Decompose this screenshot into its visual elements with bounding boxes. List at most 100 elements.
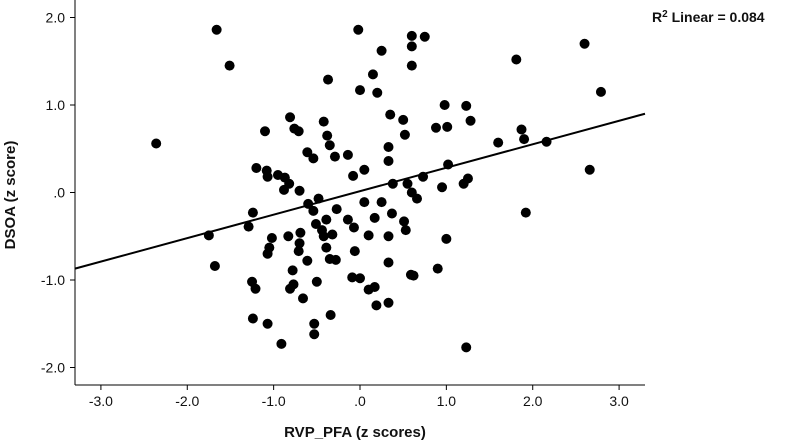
data-point bbox=[347, 272, 358, 283]
data-point bbox=[318, 231, 329, 242]
data-point bbox=[406, 41, 417, 52]
data-point bbox=[520, 207, 531, 218]
data-point bbox=[511, 54, 522, 65]
data-point bbox=[325, 310, 336, 320]
data-point bbox=[342, 214, 353, 225]
data-point bbox=[400, 225, 411, 236]
data-point bbox=[243, 221, 254, 232]
data-point bbox=[465, 115, 476, 126]
y-tick-label: -1.0 bbox=[41, 272, 65, 288]
data-point bbox=[372, 87, 383, 98]
data-point bbox=[262, 248, 273, 259]
data-point bbox=[398, 114, 409, 125]
data-point bbox=[302, 147, 313, 158]
data-point bbox=[294, 238, 305, 249]
data-point bbox=[309, 329, 320, 340]
y-tick-label: -2.0 bbox=[41, 360, 65, 376]
y-ticks: 2.0 1.0 .0 -1.0 -2.0 bbox=[41, 10, 75, 376]
data-point bbox=[260, 126, 270, 137]
data-point bbox=[359, 164, 370, 175]
data-point bbox=[383, 257, 394, 268]
y-tick-label: .0 bbox=[53, 185, 65, 201]
data-point bbox=[461, 342, 472, 353]
y-tick-label: 1.0 bbox=[46, 97, 66, 113]
data-point bbox=[442, 121, 453, 132]
x-tick-label: 3.0 bbox=[609, 393, 629, 409]
data-points bbox=[151, 24, 606, 353]
data-point bbox=[342, 149, 353, 160]
x-tick-label: -1.0 bbox=[262, 393, 286, 409]
data-point bbox=[279, 184, 289, 195]
data-point bbox=[348, 170, 359, 181]
data-point bbox=[461, 100, 472, 111]
y-axis-title: DSOA (z score) bbox=[2, 141, 19, 250]
data-point bbox=[359, 197, 370, 208]
data-point bbox=[289, 123, 300, 134]
data-point bbox=[406, 30, 417, 41]
data-point bbox=[211, 24, 222, 35]
data-point bbox=[285, 112, 296, 123]
data-point bbox=[412, 193, 422, 204]
r-squared-text: Linear = 0.084 bbox=[668, 9, 765, 25]
data-point bbox=[276, 338, 287, 349]
data-point bbox=[383, 142, 394, 152]
data-point bbox=[331, 204, 342, 215]
data-point bbox=[408, 270, 419, 281]
data-point bbox=[406, 60, 417, 71]
data-point bbox=[321, 214, 332, 225]
data-point bbox=[369, 212, 380, 223]
x-tick-label: -2.0 bbox=[175, 393, 199, 409]
data-point bbox=[293, 246, 304, 257]
data-point bbox=[327, 229, 338, 240]
data-point bbox=[330, 254, 341, 265]
data-point bbox=[311, 276, 322, 287]
data-point bbox=[516, 124, 527, 135]
data-point bbox=[595, 86, 606, 97]
data-point bbox=[329, 151, 340, 162]
data-point bbox=[371, 300, 382, 311]
x-tick-label: 2.0 bbox=[523, 393, 543, 409]
data-point bbox=[294, 185, 305, 196]
data-point bbox=[323, 74, 334, 85]
data-point bbox=[386, 208, 397, 219]
data-point bbox=[431, 122, 441, 133]
data-point bbox=[462, 173, 473, 184]
data-point bbox=[250, 283, 261, 294]
data-point bbox=[355, 85, 365, 96]
data-point bbox=[363, 230, 374, 241]
data-point bbox=[399, 129, 410, 140]
data-point bbox=[321, 242, 332, 253]
axes: -3.0 -2.0 -1.0 .0 1.0 2.0 3.0 2.0 1.0 .0 -1.0 -2.0 bbox=[41, 0, 645, 409]
data-point bbox=[376, 197, 387, 208]
data-point bbox=[283, 231, 294, 242]
data-point bbox=[262, 318, 273, 329]
data-point bbox=[383, 156, 394, 166]
data-point bbox=[493, 137, 504, 148]
data-point bbox=[367, 69, 378, 80]
data-point bbox=[419, 31, 430, 42]
data-point bbox=[369, 282, 380, 292]
data-point bbox=[383, 297, 394, 308]
data-point bbox=[353, 24, 364, 35]
data-point bbox=[437, 182, 448, 193]
data-point bbox=[298, 293, 308, 304]
data-point bbox=[349, 246, 360, 257]
data-point bbox=[324, 140, 335, 151]
data-point bbox=[247, 313, 258, 324]
fit-line bbox=[74, 112, 646, 270]
data-point bbox=[519, 134, 530, 145]
y-tick-label: 2.0 bbox=[46, 10, 66, 26]
r-squared-annotation: R2 Linear = 0.084 bbox=[652, 9, 765, 26]
data-point bbox=[262, 171, 273, 182]
data-point bbox=[439, 100, 450, 110]
data-point bbox=[348, 222, 359, 233]
x-tick-label: 1.0 bbox=[437, 393, 457, 409]
x-axis-title: RVP_PFA (z scores) bbox=[284, 424, 426, 441]
r-squared-superscript: 2 bbox=[662, 9, 668, 20]
data-point bbox=[432, 263, 443, 274]
data-point bbox=[209, 261, 220, 271]
data-point bbox=[266, 233, 277, 243]
data-point bbox=[399, 216, 410, 227]
data-point bbox=[376, 45, 387, 56]
